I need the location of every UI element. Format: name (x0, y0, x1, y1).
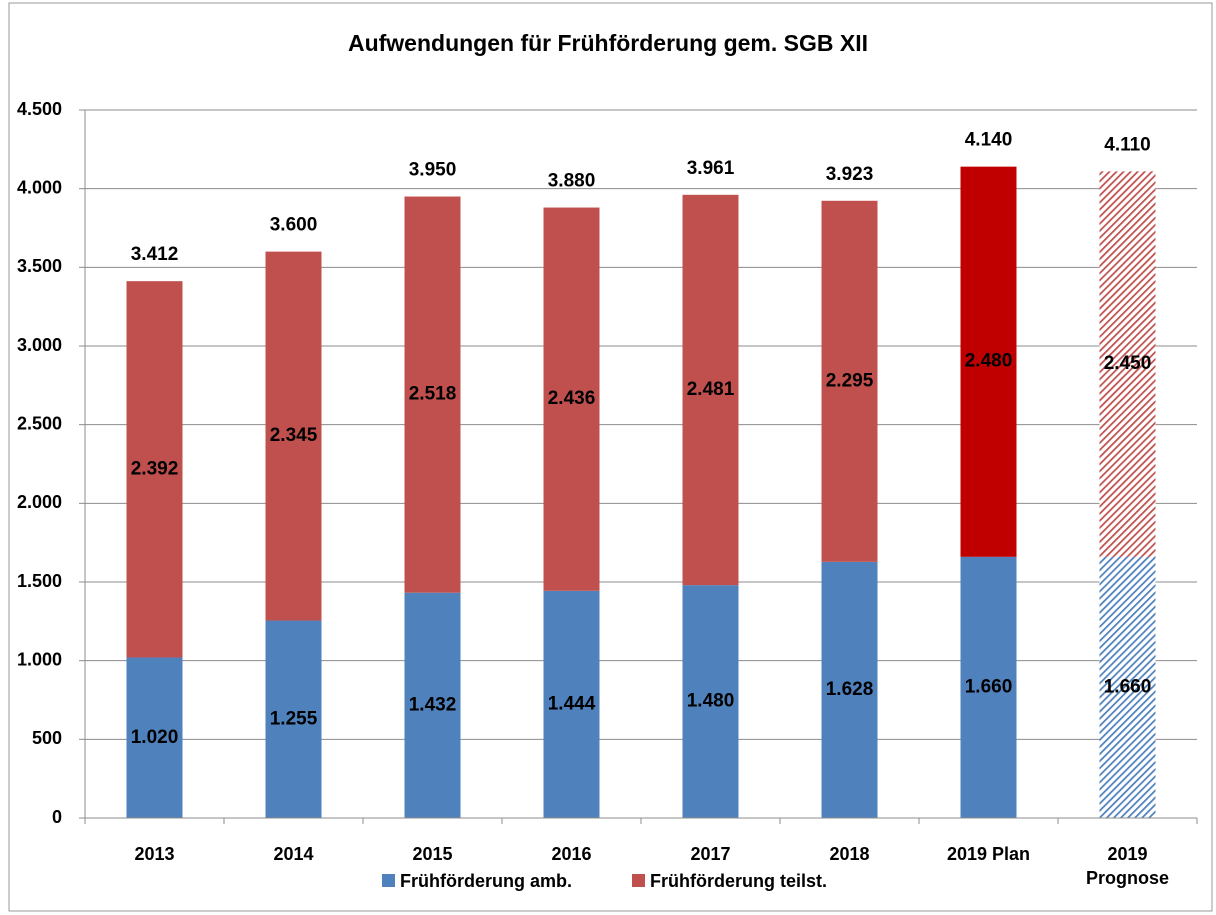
value-label: 2.481 (687, 379, 735, 400)
y-tick-label: 2.000 (17, 492, 62, 512)
legend-swatch (382, 874, 395, 887)
total-label: 3.880 (548, 171, 596, 192)
y-tick-label: 4.500 (17, 99, 62, 119)
total-label: 3.412 (131, 244, 179, 265)
bar-segment (126, 657, 183, 818)
value-label: 2.480 (965, 351, 1013, 372)
y-tick-label: 3.500 (17, 256, 62, 276)
value-label: 1.480 (687, 691, 735, 712)
total-label: 3.961 (687, 158, 735, 179)
x-tick-label: 2014 (273, 844, 314, 864)
x-tick-label: 2013 (134, 844, 175, 864)
x-tick-label: 2015 (412, 844, 453, 864)
legend-swatch (632, 874, 645, 887)
chart-frame (8, 2, 1213, 912)
value-label: 1.255 (270, 708, 318, 729)
bar-segment (821, 561, 878, 818)
bar-segment (404, 196, 461, 593)
legend-label: Frühförderung teilst. (650, 871, 827, 891)
bar-segment (960, 166, 1017, 557)
value-label: 1.020 (131, 727, 179, 748)
x-tick-label: 2016 (551, 844, 592, 864)
value-label: 2.295 (826, 370, 874, 391)
x-tick-label: 2017 (690, 844, 731, 864)
bar-segment (265, 620, 322, 818)
y-tick-label: 1.500 (17, 571, 62, 591)
total-label: 4.110 (1104, 134, 1151, 155)
bar-segment (1099, 556, 1156, 818)
y-tick-label: 3.000 (17, 335, 62, 355)
bar-segment (960, 556, 1017, 818)
x-tick-label: 2019 Plan (946, 844, 1031, 864)
total-label: 3.950 (409, 160, 457, 181)
total-label: 3.923 (826, 164, 874, 185)
value-label: 2.392 (131, 458, 179, 479)
value-label: 1.628 (826, 679, 874, 700)
y-tick-label: 4.000 (17, 177, 62, 197)
value-label: 1.660 (965, 676, 1013, 697)
bar-segment (265, 251, 322, 621)
value-label: 2.345 (270, 425, 318, 446)
value-label: 1.432 (409, 694, 457, 715)
value-label: 1.444 (548, 693, 596, 714)
bar-segment (126, 281, 183, 658)
legend-label: Frühförderung amb. (400, 871, 572, 891)
chart-title: Aufwendungen für Frühförderung gem. SGB … (348, 30, 868, 56)
value-label: 2.450 (1104, 353, 1152, 374)
y-tick-label: 500 (32, 728, 62, 748)
bar-segment (404, 592, 461, 818)
bar-segment (543, 207, 600, 591)
y-tick-label: 0 (52, 807, 62, 827)
total-label: 3.600 (270, 215, 318, 236)
bar-segment (682, 585, 739, 818)
value-label: 1.660 (1104, 676, 1152, 697)
bar-segment (1099, 171, 1156, 557)
x-tick-label: 2019 Prognose (1085, 844, 1169, 888)
value-label: 2.436 (548, 388, 596, 409)
x-tick-label: 2018 (829, 844, 870, 864)
total-label: 4.140 (965, 130, 1013, 151)
bar-segment (682, 194, 739, 586)
y-tick-label: 2.500 (17, 413, 62, 433)
bar-segment (821, 200, 878, 562)
value-label: 2.518 (409, 384, 457, 405)
bar-segment (543, 590, 600, 818)
y-tick-label: 1.000 (17, 649, 62, 669)
